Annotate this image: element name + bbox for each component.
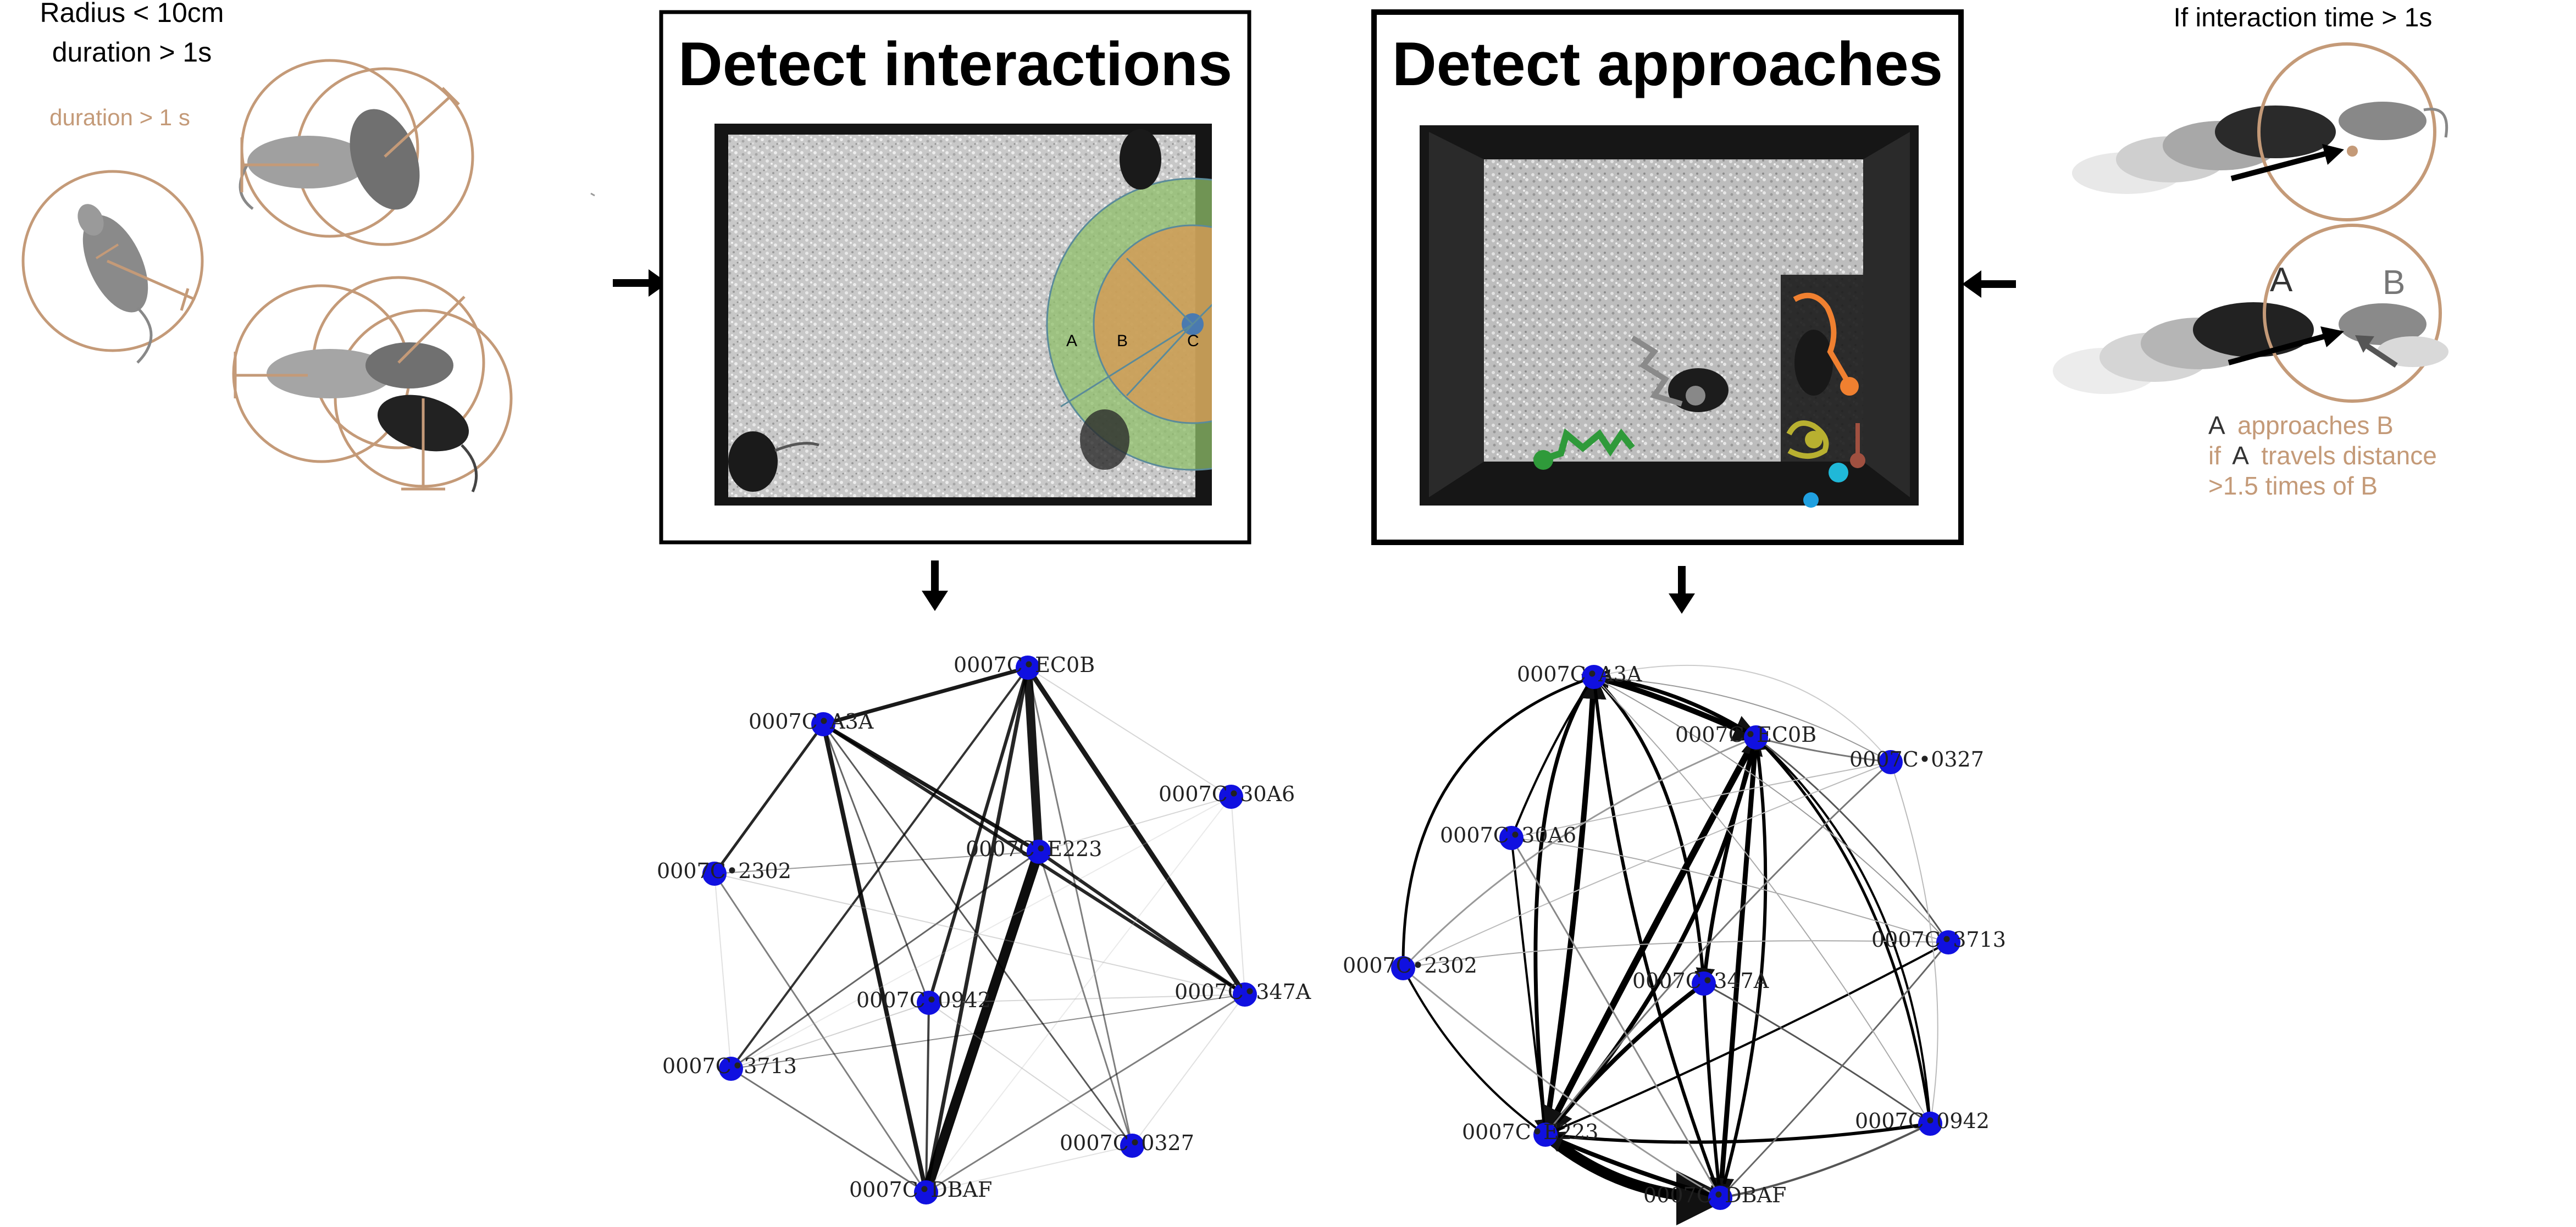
node-DBAF: 0007C•DBAF — [849, 1178, 992, 1204]
node-3713: 0007C•3713 — [1871, 928, 2006, 954]
node-3A3A: 0007C•A3A — [1517, 662, 1642, 689]
duration-inner-label: duration > 1 s — [49, 104, 190, 130]
svg-text:0007C•0327: 0007C•0327 — [1849, 747, 1984, 771]
approach-nodes: 0007C•A3A 0007C•EC0B 0007C•0327 0007C•30… — [1343, 662, 2006, 1210]
interaction-edges — [713, 665, 1247, 1194]
node-2302: 0007C•2302 — [657, 859, 791, 886]
node-0942: 0007C•0942 — [1855, 1109, 1990, 1136]
desc-a2: A — [2232, 441, 2249, 470]
panel-detect-approaches: Detect approaches — [1371, 9, 1964, 545]
svg-text:0007C•30A6: 0007C•30A6 — [1159, 782, 1295, 806]
node-347A: 0007C•347A — [1175, 980, 1311, 1007]
svg-text:0007C•2302: 0007C•2302 — [1343, 953, 1477, 978]
node-2302: 0007C•2302 — [1343, 953, 1477, 980]
svg-text:0007C•0327: 0007C•0327 — [1060, 1131, 1194, 1155]
desc-times: >1.5 times of B — [2208, 471, 2378, 500]
panel-approaches-title: Detect approaches — [1392, 30, 1943, 98]
node-30A6: 0007C•30A6 — [1159, 782, 1295, 809]
arrow-right-to-panel — [1962, 270, 2016, 298]
radius-label: Radius < 10cm — [40, 0, 224, 28]
arrow-left-to-panel — [613, 269, 668, 297]
approach-description: A approaches B if A travels distance >1.… — [2208, 411, 2437, 500]
interaction-nodes: 0007C•EC0B 0007C•A3A 0007C•30A6 0007C•E2… — [657, 653, 1311, 1204]
arena-photo-interactions: A B C — [714, 124, 1212, 506]
node-3A3A: 0007C•A3A — [749, 709, 874, 736]
approach-edges — [1401, 664, 1949, 1225]
svg-text:0007C•DBAF: 0007C•DBAF — [849, 1178, 992, 1202]
node-DBAF: 0007C•DBAF — [1643, 1183, 1786, 1210]
node-E223: 0007C•E223 — [1462, 1120, 1598, 1147]
svg-text:0007C•3713: 0007C•3713 — [1871, 928, 2006, 952]
svg-text:0007C•A3A: 0007C•A3A — [1517, 662, 1642, 686]
zone-label-b: B — [1117, 332, 1128, 350]
svg-text:0007C•3713: 0007C•3713 — [662, 1054, 797, 1078]
arrow-down-left — [922, 560, 948, 611]
desc-a: A — [2208, 411, 2225, 440]
svg-text:0007C•347A: 0007C•347A — [1632, 969, 1769, 993]
zone-label-a: A — [1066, 332, 1077, 350]
approach-diagram-bottom: A B — [2053, 224, 2448, 403]
node-EC0B: 0007C•EC0B — [954, 653, 1095, 680]
mouse-pair-bottom-diagram — [232, 276, 513, 493]
label-a-mouse: A — [2270, 261, 2293, 299]
label-b-mouse: B — [2383, 264, 2405, 302]
right-annotation: If interaction time > 1s A — [2053, 3, 2448, 500]
svg-text:A approaches B: A approaches B — [2208, 411, 2394, 440]
arena-photo-approaches — [1420, 125, 1919, 508]
single-mouse-diagram — [21, 170, 204, 364]
svg-text:0007C•2302: 0007C•2302 — [657, 859, 791, 883]
svg-text:0007C•DBAF: 0007C•DBAF — [1643, 1183, 1786, 1207]
desc-travels: travels distance — [2261, 441, 2437, 470]
approach-diagram-top — [2072, 42, 2448, 221]
svg-text:0007C•347A: 0007C•347A — [1175, 980, 1311, 1004]
svg-text:0007C•E223: 0007C•E223 — [1462, 1120, 1598, 1144]
mouse-pair-top-diagram — [239, 59, 474, 246]
node-0942: 0007C•0942 — [856, 988, 991, 1015]
svg-text:0007C•30A6: 0007C•30A6 — [1440, 823, 1576, 847]
interaction-time-label: If interaction time > 1s — [2174, 3, 2433, 32]
arrow-down-right — [1669, 566, 1695, 614]
left-annotation: Radius < 10cm duration > 1s duration > 1… — [21, 0, 595, 493]
desc-if: if — [2208, 441, 2221, 470]
svg-text:0007C•EC0B: 0007C•EC0B — [1675, 723, 1816, 747]
svg-text:0007C•0942: 0007C•0942 — [856, 988, 991, 1012]
panel-interactions-title: Detect interactions — [678, 30, 1232, 98]
node-347A: 0007C•347A — [1632, 969, 1769, 996]
zone-label-c: C — [1187, 332, 1199, 350]
svg-text:0007C•0942: 0007C•0942 — [1855, 1109, 1990, 1133]
node-0327: 0007C•0327 — [1849, 747, 1984, 774]
node-E223: 0007C•E223 — [966, 837, 1102, 864]
node-3713: 0007C•3713 — [662, 1054, 797, 1081]
node-0327: 0007C•0327 — [1060, 1131, 1194, 1158]
node-30A6: 0007C•30A6 — [1440, 823, 1576, 850]
approach-network: 0007C•A3A 0007C•EC0B 0007C•0327 0007C•30… — [1343, 662, 2006, 1225]
duration-label: duration > 1s — [52, 37, 212, 68]
svg-text:if A travels d: if A travels distance — [2208, 441, 2437, 470]
panel-detect-interactions: Detect interactions A B C — [659, 10, 1251, 545]
svg-text:0007C•EC0B: 0007C•EC0B — [954, 653, 1095, 677]
svg-text:0007C•E223: 0007C•E223 — [966, 837, 1102, 861]
svg-text:0007C•A3A: 0007C•A3A — [749, 709, 874, 734]
node-EC0B: 0007C•EC0B — [1675, 723, 1816, 749]
desc-approaches: approaches B — [2237, 411, 2394, 440]
interaction-network: 0007C•EC0B 0007C•A3A 0007C•30A6 0007C•E2… — [657, 653, 1311, 1204]
